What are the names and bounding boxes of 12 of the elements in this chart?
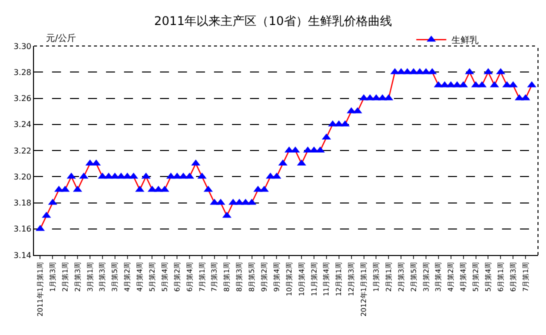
y-tick-label: 3.14: [14, 250, 32, 260]
legend-label: 生鲜乳: [451, 35, 478, 46]
y-tick-label: 3.18: [14, 198, 32, 208]
y-tick-label: 3.20: [14, 172, 32, 182]
y-tick-label: 3.30: [14, 42, 32, 51]
y-axis-title: 元/公斤: [46, 33, 76, 44]
y-tick-label: 3.26: [14, 94, 32, 104]
y-tick-label: 3.22: [14, 146, 32, 156]
y-tick-label: 3.16: [14, 224, 32, 234]
y-tick-label: 3.24: [14, 120, 32, 130]
y-tick-label: 3.28: [14, 68, 32, 77]
chart-title: 2011年以来主产区（10省）生鲜乳价格曲线: [154, 14, 392, 28]
